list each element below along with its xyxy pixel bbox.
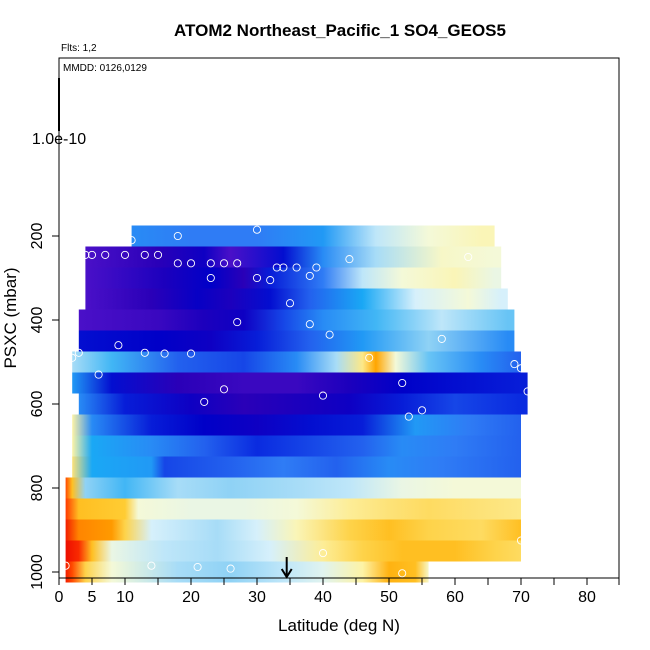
- observation-point: [94, 370, 103, 379]
- x-tick-label: 60: [446, 589, 464, 606]
- heatmap-band-1000: [65, 561, 429, 583]
- heatmap-band-850: [65, 498, 521, 520]
- y-axis-label: PSXC (mbar): [1, 267, 20, 368]
- observation-point: [365, 353, 374, 362]
- heatmap-band-450: [78, 330, 515, 352]
- observation-point: [312, 263, 321, 272]
- y-axis: 200 400 600 800 1000 PSXC (mbar): [1, 223, 60, 590]
- observation-point: [266, 276, 275, 285]
- observation-point: [68, 353, 77, 362]
- observation-point: [398, 378, 407, 388]
- observation-point: [186, 259, 196, 268]
- heatmap-band-900: [65, 519, 521, 541]
- observation-point: [252, 225, 262, 234]
- observation-point: [114, 341, 123, 350]
- heatmap-band-650: [72, 414, 521, 436]
- observation-point: [292, 263, 301, 272]
- scale-label: 1.0e-10: [32, 131, 86, 148]
- observation-point: [140, 250, 149, 259]
- x-tick-label: 5: [88, 589, 97, 606]
- observation-point: [87, 250, 97, 259]
- observation-point: [200, 397, 209, 406]
- observation-point: [233, 318, 242, 327]
- observation-point: [233, 259, 242, 268]
- observation-point: [272, 263, 281, 272]
- heatmap-band-800: [65, 477, 521, 499]
- observation-point: [101, 250, 110, 259]
- observation-point: [153, 250, 163, 259]
- observation-point: [305, 271, 314, 280]
- observation-point: [279, 263, 288, 272]
- flights-label: Flts: 1,2: [61, 43, 97, 54]
- observation-point: [140, 348, 149, 357]
- observation-point: [173, 259, 182, 268]
- heatmap-band-200: [131, 225, 495, 247]
- observation-point: [516, 536, 526, 545]
- observation-point: [173, 231, 182, 241]
- x-tick-label: 10: [116, 589, 134, 606]
- x-axis-label: Latitude (deg N): [278, 616, 400, 635]
- observation-point: [417, 406, 427, 415]
- heatmap-band-950: [65, 540, 521, 562]
- observation-point: [523, 387, 532, 396]
- chart-title: ATOM2 Northeast_Pacific_1 SO4_GEOS5: [174, 21, 506, 40]
- observation-point: [160, 349, 169, 358]
- observation-point: [345, 255, 354, 264]
- heatmap-band-600: [78, 393, 528, 415]
- x-tick-label: 40: [314, 589, 332, 606]
- heatmap-band-250: [85, 246, 502, 268]
- observation-point: [74, 348, 83, 357]
- observation-point: [285, 299, 295, 308]
- observation-points: [61, 225, 532, 578]
- observation-point: [516, 364, 526, 373]
- observation-point: [325, 330, 334, 339]
- observation-point: [226, 564, 235, 573]
- observation-point: [252, 273, 262, 283]
- heatmap-band-500: [72, 351, 521, 373]
- x-tick-label: 30: [248, 589, 266, 606]
- heatmap-band-350: [85, 288, 508, 310]
- x-tick-label: 50: [380, 589, 398, 606]
- dates-label: MMDD: 0126,0129: [63, 63, 147, 74]
- y-tick-label: 1000: [29, 554, 46, 590]
- x-tick-label: 80: [578, 589, 596, 606]
- x-tick-label: 70: [512, 589, 530, 606]
- y-tick-label: 200: [29, 223, 46, 250]
- observation-point: [120, 250, 130, 259]
- x-tick-label: 20: [182, 589, 200, 606]
- observation-point: [127, 236, 136, 245]
- latitude-marker-arrow: [280, 557, 293, 579]
- observation-point: [61, 561, 70, 570]
- heatmap-rows: [65, 225, 528, 583]
- observation-point: [206, 259, 215, 268]
- marker-arrow-head: [280, 568, 293, 579]
- observation-point: [219, 259, 229, 268]
- heatmap-band-400: [78, 309, 515, 331]
- observation-point: [510, 360, 519, 369]
- observation-point: [305, 320, 314, 329]
- x-axis: 0 5 10 20 30 40 50 60 70 80 Latitude (de…: [55, 577, 620, 635]
- y-tick-label: 400: [29, 307, 46, 334]
- observation-point: [193, 562, 202, 572]
- x-tick-label: 0: [55, 589, 64, 606]
- heatmap-band-750: [72, 456, 521, 478]
- y-tick-label: 600: [29, 391, 46, 418]
- observation-point: [318, 391, 328, 400]
- y-tick-label: 800: [29, 475, 46, 502]
- observation-point: [404, 412, 413, 421]
- observation-point: [147, 561, 156, 570]
- observation-point: [219, 385, 229, 394]
- observation-point: [186, 349, 196, 358]
- observation-point: [81, 250, 90, 259]
- heatmap-band-300: [85, 267, 502, 289]
- observation-point: [464, 252, 473, 262]
- observation-point: [398, 569, 407, 578]
- observation-point: [437, 334, 446, 343]
- heatmap-band-700: [72, 435, 521, 457]
- observation-point: [318, 549, 328, 558]
- observation-point: [206, 273, 215, 283]
- heatmap-band-550: [72, 372, 528, 394]
